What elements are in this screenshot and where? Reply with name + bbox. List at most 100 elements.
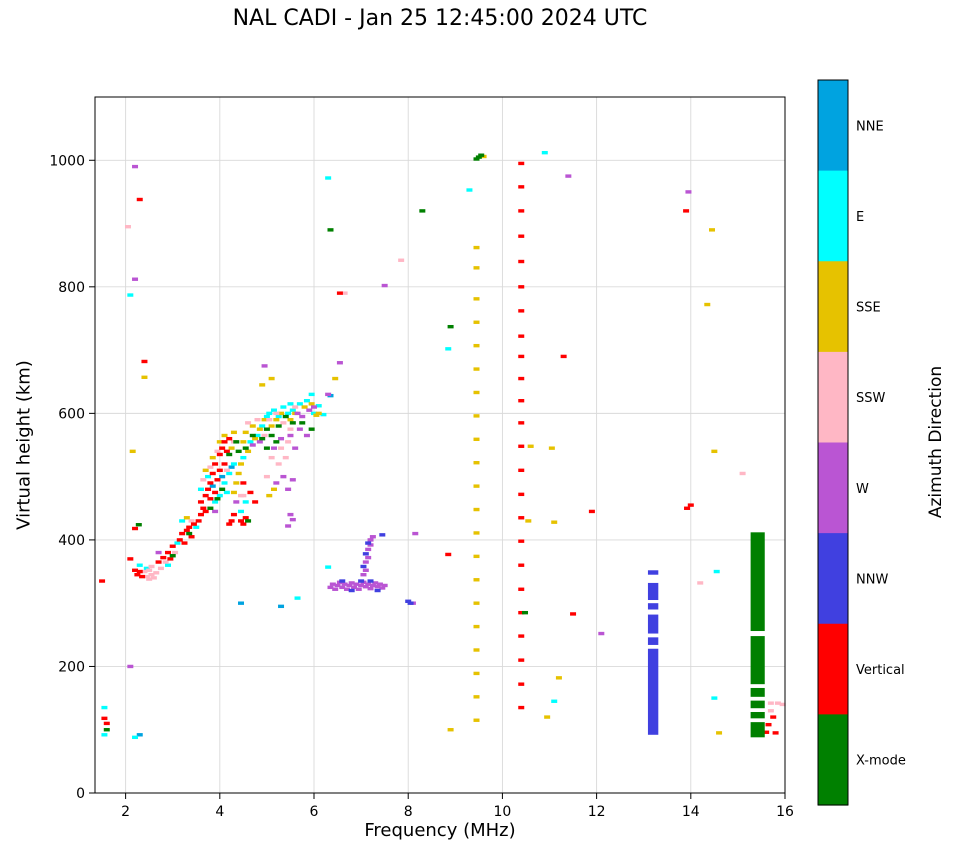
data-point (713, 569, 720, 574)
x-tick-label: 12 (588, 804, 606, 820)
data-point (268, 424, 275, 428)
data-point (268, 455, 275, 460)
data-point (473, 390, 480, 395)
data-point (256, 440, 263, 444)
data-point (235, 449, 242, 454)
colorbar-segment-E (818, 170, 848, 262)
data-point (518, 309, 525, 313)
data-point (296, 402, 303, 406)
data-point (518, 539, 525, 543)
data-point (230, 512, 237, 517)
data-point (263, 427, 270, 431)
data-point (683, 209, 690, 213)
data-point (315, 404, 322, 408)
data-point (336, 291, 343, 295)
bar-segment (750, 712, 765, 719)
data-point (588, 509, 595, 514)
data-point (772, 731, 779, 735)
data-point (127, 557, 134, 561)
data-point (518, 587, 525, 591)
data-point (242, 516, 249, 520)
data-point (287, 512, 294, 517)
data-point (190, 522, 197, 526)
data-point (544, 715, 551, 719)
data-point (381, 283, 388, 288)
data-point (219, 487, 226, 491)
data-point (308, 392, 315, 397)
y-tick-label: 400 (58, 533, 85, 549)
data-point (473, 414, 480, 418)
bar-segment (750, 700, 765, 709)
data-point (212, 462, 219, 466)
data-point (445, 552, 452, 557)
data-point (362, 552, 369, 556)
data-point (379, 533, 386, 537)
data-point (445, 347, 452, 351)
data-point (174, 541, 181, 545)
data-point (230, 462, 237, 466)
data-point (473, 648, 480, 652)
bar-segment (750, 722, 765, 738)
data-point (765, 722, 772, 727)
colorbar-segment-SSW (818, 351, 848, 444)
data-point (146, 577, 153, 581)
data-point (136, 569, 143, 574)
data-point (209, 455, 216, 460)
data-point (398, 258, 405, 262)
data-point (181, 541, 188, 545)
data-point (273, 411, 280, 416)
data-point (127, 664, 134, 669)
data-point (334, 583, 341, 588)
data-point (141, 359, 148, 364)
data-point (287, 402, 294, 406)
data-point (518, 161, 525, 166)
data-point (103, 721, 110, 726)
x-axis-label: Frequency (MHz) (364, 820, 516, 841)
data-point (289, 478, 296, 482)
data-point (332, 376, 339, 381)
data-point (275, 424, 282, 428)
bar-segment (647, 614, 659, 634)
data-point (285, 411, 292, 416)
data-point (346, 583, 353, 588)
series-Vertical (99, 161, 779, 735)
data-point (360, 573, 367, 577)
data-point (412, 531, 419, 536)
data-point (233, 500, 240, 504)
data-point (767, 709, 774, 713)
plot-border (94, 96, 786, 794)
data-point (473, 671, 480, 676)
data-point (172, 550, 179, 555)
data-point (176, 538, 183, 542)
data-point (711, 449, 718, 454)
data-point (518, 209, 525, 213)
data-point (332, 587, 339, 591)
data-point (548, 446, 555, 450)
data-point (242, 446, 249, 450)
data-point (280, 474, 287, 479)
data-point (238, 462, 245, 466)
colorbar-segment-SSE (818, 261, 848, 353)
data-point (275, 414, 282, 419)
data-point (358, 583, 365, 588)
data-point (367, 543, 374, 547)
data-point (188, 535, 195, 539)
data-point (99, 579, 106, 583)
data-point (273, 440, 280, 444)
data-point (263, 474, 270, 479)
data-point (263, 414, 270, 419)
data-point (101, 733, 108, 737)
data-point (518, 234, 525, 238)
data-point (216, 452, 223, 457)
data-point (329, 582, 336, 586)
data-point (282, 414, 289, 419)
data-point (259, 383, 266, 387)
data-point (132, 735, 139, 740)
data-point (259, 424, 266, 428)
data-point (447, 728, 454, 732)
data-point (365, 541, 372, 545)
data-point (261, 364, 268, 368)
data-point (207, 465, 214, 469)
data-point (259, 436, 266, 441)
